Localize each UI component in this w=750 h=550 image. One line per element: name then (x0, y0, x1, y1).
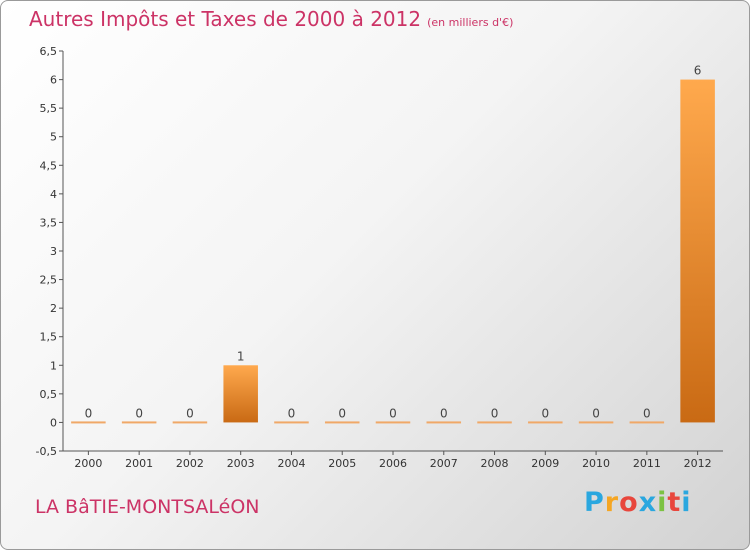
data-label: 0 (592, 406, 600, 420)
y-tick-label: 6 (50, 74, 57, 87)
x-tick-label: 2012 (684, 457, 712, 470)
y-tick-label: 5,5 (40, 102, 58, 115)
x-tick-label: 2010 (582, 457, 610, 470)
y-tick-label: 3 (50, 245, 57, 258)
data-label: 0 (186, 406, 194, 420)
y-tick-label: 0 (50, 416, 57, 429)
bar (71, 421, 106, 424)
y-tick-label: 6,5 (40, 45, 58, 58)
proxiti-logo: Proxiti (584, 487, 692, 518)
y-tick-label: 1 (50, 359, 57, 372)
data-label: 0 (440, 406, 448, 420)
logo-letter: o (619, 487, 639, 518)
bar (578, 421, 614, 424)
x-tick-label: 2004 (277, 457, 305, 470)
y-tick-label: 4 (50, 188, 57, 201)
y-tick-label: 0,5 (40, 388, 58, 401)
chart-title: Autres Impôts et Taxes de 2000 à 2012 (en… (29, 7, 513, 31)
bar (274, 421, 309, 424)
logo-letter: r (604, 487, 620, 518)
bar (375, 421, 411, 424)
data-label: 0 (85, 406, 93, 420)
x-tick-label: 2006 (379, 457, 407, 470)
bar (629, 421, 665, 424)
data-label: 0 (643, 406, 651, 420)
x-tick-label: 2009 (531, 457, 559, 470)
bar (223, 365, 258, 423)
unit-label: (en milliers d'€) (427, 16, 514, 29)
data-label: 0 (135, 406, 143, 420)
bar (528, 421, 563, 424)
x-tick-label: 2008 (481, 457, 509, 470)
y-tick-label: -0,5 (36, 445, 57, 458)
bar (680, 79, 715, 423)
x-tick-label: 2005 (328, 457, 356, 470)
bar (324, 421, 360, 424)
data-label: 0 (389, 406, 397, 420)
logo-letter: i (657, 487, 668, 518)
data-label: 0 (541, 406, 549, 420)
x-tick-label: 2011 (633, 457, 661, 470)
x-tick-label: 2001 (125, 457, 153, 470)
y-tick-label: 1,5 (40, 331, 58, 344)
logo-letter: x (638, 487, 658, 518)
x-tick-label: 2003 (227, 457, 255, 470)
data-label: 0 (288, 406, 296, 420)
data-label: 0 (491, 406, 499, 420)
x-tick-label: 2007 (430, 457, 458, 470)
logo-letter: i (681, 487, 692, 518)
data-label: 1 (237, 349, 245, 363)
bar (172, 421, 208, 424)
commune-name: LA BâTIE-MONTSALéON (35, 496, 260, 518)
x-tick-label: 2002 (176, 457, 204, 470)
logo-letter: P (584, 487, 605, 518)
title-text: Autres Impôts et Taxes de 2000 à 2012 (29, 7, 422, 31)
bar (121, 421, 157, 424)
y-tick-label: 2 (50, 302, 57, 315)
bar (426, 421, 462, 424)
y-tick-label: 2,5 (40, 274, 58, 287)
data-label: 6 (694, 64, 702, 78)
data-label: 0 (338, 406, 346, 420)
y-tick-label: 3,5 (40, 216, 58, 229)
y-tick-label: 4,5 (40, 159, 58, 172)
y-tick-label: 5 (50, 131, 57, 144)
logo-letter: t (667, 487, 682, 518)
bar (477, 421, 512, 424)
x-tick-label: 2000 (74, 457, 102, 470)
